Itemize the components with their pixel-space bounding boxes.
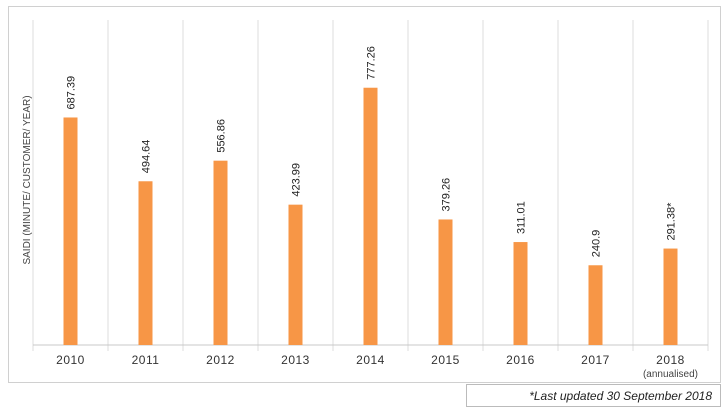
data-label: 687.39 [66,76,78,110]
data-label: 311.01 [516,201,528,234]
bar [213,160,228,345]
bar [663,248,678,345]
y-axis-label: SAIDI (MINUTE/ CUSTOMER/ YEAR) [22,95,33,264]
data-label: 240.9 [591,230,603,258]
bar [588,265,603,345]
x-tick-label: 2015 [431,353,460,367]
x-tick-label: 2017 [581,353,610,367]
x-tick-label: 2011 [132,353,160,367]
x-tick-label: 2018 [656,353,685,367]
x-tick-label: 2016 [506,353,535,367]
bar [138,181,153,345]
data-label: 423.99 [291,163,303,197]
footnote-box [466,384,721,407]
x-tick-label: 2013 [281,353,310,367]
x-tick-label: 2012 [206,353,235,367]
bar [513,242,528,345]
bar [288,204,303,345]
data-label: 494.64 [141,140,153,174]
x-tick-sublabel: (annualised) [643,369,698,380]
bar [363,87,378,346]
data-label: 777.26 [366,46,378,80]
footnote: *Last updated 30 September 2018 [529,389,712,403]
bar [438,219,453,345]
data-label: 556.86 [216,119,228,153]
x-tick-label: 2010 [56,353,85,367]
data-label: 379.26 [441,178,453,212]
bar [63,117,78,345]
chart-frame [8,6,721,383]
x-tick-label: 2014 [356,353,385,367]
data-label: 291.38* [666,202,678,241]
